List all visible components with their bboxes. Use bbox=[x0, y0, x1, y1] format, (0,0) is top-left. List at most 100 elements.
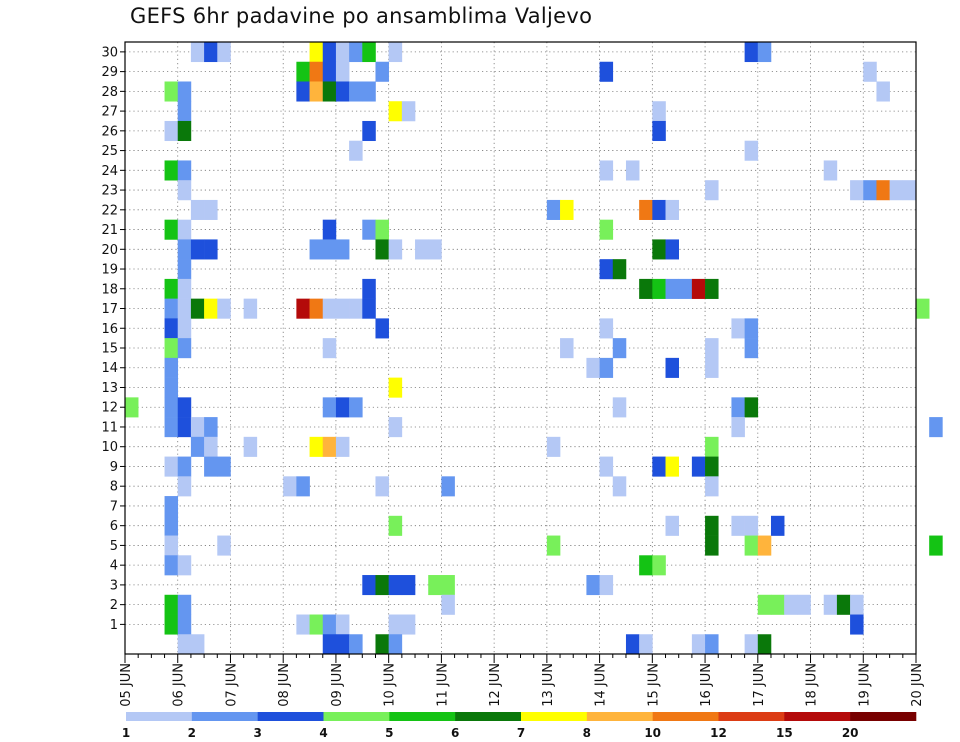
precip-cell bbox=[164, 417, 179, 438]
precip-cell bbox=[309, 614, 324, 635]
precip-cell bbox=[309, 436, 324, 457]
y-tick-label: 18 bbox=[101, 282, 118, 297]
precip-cell bbox=[652, 120, 666, 142]
legend-swatch bbox=[718, 712, 785, 721]
precip-cell bbox=[863, 180, 877, 201]
precip-cell bbox=[415, 239, 429, 260]
precip-cell bbox=[705, 634, 719, 655]
precip-cell bbox=[665, 357, 679, 378]
precip-cell bbox=[375, 634, 389, 655]
precip-cell bbox=[401, 614, 416, 635]
precip-cell bbox=[322, 397, 337, 418]
precip-cell bbox=[599, 160, 614, 181]
precip-cell bbox=[322, 42, 337, 63]
precip-cell bbox=[164, 515, 179, 536]
precip-cell bbox=[770, 515, 785, 536]
precip-cell bbox=[335, 42, 350, 63]
x-tick-label: 12 JUN bbox=[488, 663, 503, 707]
color-legend: 1 2 3 4 5 6 7 8 10 12 15 20 bbox=[122, 712, 917, 740]
y-tick-label: 6 bbox=[110, 519, 118, 534]
precip-cell bbox=[388, 417, 403, 438]
precip-cell bbox=[441, 594, 455, 615]
precip-cell bbox=[375, 61, 389, 82]
legend-swatch bbox=[126, 712, 193, 721]
y-tick-label: 3 bbox=[110, 578, 118, 593]
precip-cell bbox=[296, 298, 310, 319]
precip-cell bbox=[731, 397, 745, 418]
precip-cell bbox=[349, 397, 363, 418]
precip-cell bbox=[190, 634, 205, 655]
precip-cell bbox=[850, 594, 864, 615]
y-tick-label: 21 bbox=[101, 223, 118, 238]
x-tick-label: 05 JUN bbox=[119, 663, 134, 707]
precip-cell bbox=[164, 614, 179, 635]
precip-cell bbox=[797, 594, 811, 615]
precip-cell bbox=[612, 338, 627, 359]
precip-cell bbox=[705, 338, 719, 359]
precip-cell bbox=[375, 239, 389, 260]
precip-cell bbox=[388, 614, 403, 635]
precip-cell bbox=[164, 298, 179, 319]
y-tick-label: 24 bbox=[101, 164, 118, 179]
precip-cell bbox=[599, 456, 614, 477]
legend-label: 5 bbox=[385, 726, 393, 740]
precip-cell bbox=[322, 298, 337, 319]
legend-swatch bbox=[784, 712, 851, 721]
precip-cell bbox=[362, 298, 376, 319]
precip-cell bbox=[177, 614, 192, 635]
precip-cell bbox=[177, 456, 192, 477]
precip-cell bbox=[164, 120, 179, 142]
precip-cell bbox=[335, 634, 350, 655]
precip-cell bbox=[362, 81, 376, 102]
x-tick-label: 08 JUN bbox=[277, 663, 292, 707]
precip-cell bbox=[757, 634, 772, 655]
y-tick-label: 25 bbox=[101, 144, 118, 159]
precip-cell bbox=[322, 634, 337, 655]
precip-cell bbox=[309, 298, 324, 319]
legend-label: 7 bbox=[517, 726, 525, 740]
precip-cell bbox=[164, 496, 179, 517]
precip-cell bbox=[705, 535, 719, 556]
precip-cell bbox=[362, 278, 376, 299]
legend-swatch bbox=[389, 712, 456, 721]
precip-cell bbox=[850, 180, 864, 201]
precip-cell bbox=[349, 298, 363, 319]
precip-cell bbox=[164, 535, 179, 556]
precip-cell bbox=[599, 259, 614, 280]
precip-cell bbox=[599, 575, 614, 596]
precip-cell bbox=[625, 634, 640, 655]
x-tick-label: 17 JUN bbox=[752, 663, 767, 707]
legend-label: 4 bbox=[319, 726, 327, 740]
precip-cell bbox=[177, 417, 192, 438]
legend-swatch bbox=[323, 712, 390, 721]
precip-cell bbox=[560, 338, 574, 359]
y-tick-label: 20 bbox=[101, 243, 118, 258]
precip-cell bbox=[546, 436, 561, 457]
precip-cell bbox=[164, 318, 179, 339]
precip-cell bbox=[744, 397, 759, 418]
precip-cell bbox=[902, 180, 917, 201]
precip-cell bbox=[296, 61, 310, 82]
legend-swatch bbox=[586, 712, 653, 721]
precip-cell bbox=[599, 61, 614, 82]
precip-cell bbox=[164, 357, 179, 378]
precipitation-cells bbox=[125, 42, 943, 655]
precip-cell bbox=[177, 397, 192, 418]
precip-cell bbox=[177, 101, 192, 122]
y-tick-label: 12 bbox=[101, 401, 118, 416]
precip-cell bbox=[177, 259, 192, 280]
precip-cell bbox=[388, 377, 403, 398]
precip-cell bbox=[164, 81, 179, 102]
y-tick-label: 5 bbox=[110, 539, 118, 554]
precip-cell bbox=[929, 535, 943, 556]
precip-cell bbox=[546, 199, 561, 220]
precip-cell bbox=[164, 555, 179, 576]
y-tick-label: 8 bbox=[110, 480, 118, 495]
precip-cell bbox=[349, 81, 363, 102]
precip-cell bbox=[164, 397, 179, 418]
precip-cell bbox=[164, 160, 179, 181]
precip-cell bbox=[177, 555, 192, 576]
precip-cell bbox=[388, 42, 403, 63]
x-tick-label: 13 JUN bbox=[541, 663, 556, 707]
